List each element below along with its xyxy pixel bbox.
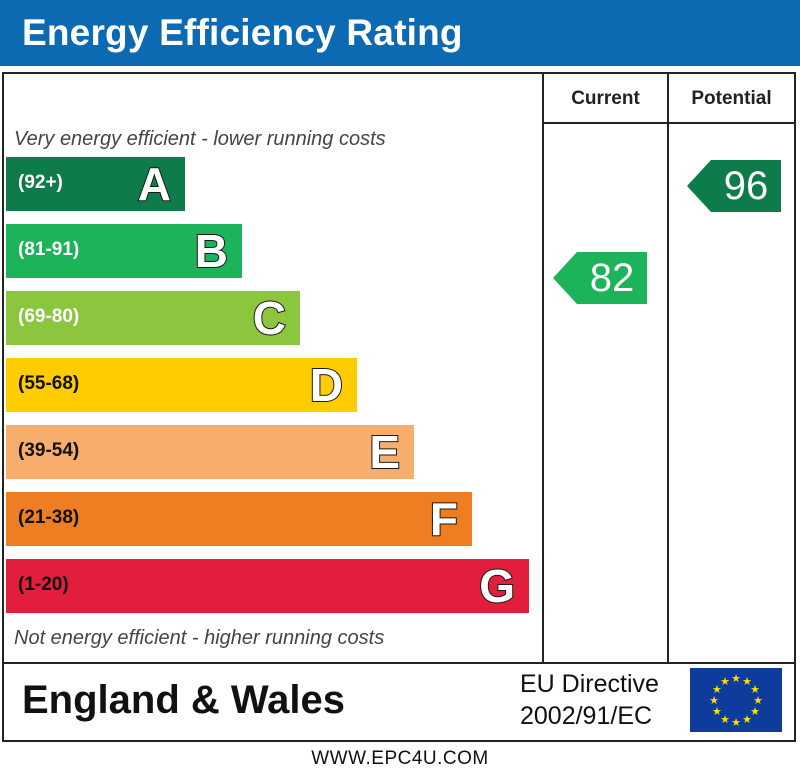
website-url: WWW.EPC4U.COM — [311, 748, 489, 769]
eu-star: ★ — [712, 684, 722, 696]
band-b-letter: B — [194, 224, 229, 278]
eu-star: ★ — [753, 695, 763, 707]
eu-star: ★ — [712, 706, 722, 718]
current-rating-arrow: 82 — [553, 252, 647, 304]
band-b: (81-91) B — [6, 224, 242, 278]
title-bar: Energy Efficiency Rating — [0, 0, 800, 66]
eu-star: ★ — [731, 673, 741, 685]
band-a-letter: A — [137, 157, 172, 211]
band-d-letter: D — [309, 358, 344, 412]
eu-directive-number: 2002/91/EC — [520, 702, 653, 730]
eu-star: ★ — [720, 676, 730, 688]
eu-flag-icon: ★ ★ ★ ★ ★ ★ ★ ★ ★ ★ ★ ★ — [690, 668, 782, 732]
band-c: (69-80) C — [6, 291, 300, 345]
eu-star: ★ — [750, 706, 760, 718]
band-f-letter: F — [429, 492, 459, 546]
eu-star: ★ — [750, 684, 760, 696]
scale-top-note: Very energy efficient - lower running co… — [14, 128, 386, 150]
band-e: (39-54) E — [6, 425, 414, 479]
country-label: England & Wales — [22, 678, 346, 722]
potential-rating-value: 96 — [711, 160, 781, 212]
band-d: (55-68) D — [6, 358, 357, 412]
eu-star: ★ — [742, 676, 752, 688]
current-rating-value: 82 — [577, 252, 647, 304]
band-e-letter: E — [368, 425, 401, 479]
eu-star: ★ — [742, 714, 752, 726]
eu-star: ★ — [709, 695, 719, 707]
potential-rating-arrow-tip — [687, 160, 711, 212]
band-b-range: (81-91) — [18, 239, 80, 260]
column-header-potential: Potential — [691, 88, 772, 109]
band-f-range: (21-38) — [18, 507, 80, 528]
column-header-current: Current — [571, 88, 640, 109]
band-g-letter: G — [478, 559, 516, 613]
header-divider — [542, 122, 796, 124]
eu-star: ★ — [720, 714, 730, 726]
band-f: (21-38) F — [6, 492, 472, 546]
footer-divider — [2, 662, 796, 664]
band-d-range: (55-68) — [18, 373, 80, 394]
chart-frame — [2, 72, 796, 742]
current-rating-arrow-tip — [553, 252, 577, 304]
band-c-letter: C — [252, 291, 287, 345]
scale-bottom-note: Not energy efficient - higher running co… — [14, 627, 385, 649]
band-a: (92+) A — [6, 157, 185, 211]
eu-directive-label: EU Directive — [520, 670, 659, 698]
band-e-range: (39-54) — [18, 440, 80, 461]
band-a-range: (92+) — [18, 172, 63, 193]
band-g-range: (1-20) — [18, 574, 69, 595]
column-divider-current — [542, 74, 544, 664]
band-c-range: (69-80) — [18, 306, 80, 327]
band-g: (1-20) G — [6, 559, 529, 613]
eu-star: ★ — [731, 717, 741, 729]
column-divider-potential — [667, 74, 669, 664]
chart-title: Energy Efficiency Rating — [22, 12, 463, 53]
eu-stars: ★★★★★★★★★ ★ ★★ — [709, 673, 763, 729]
potential-rating-arrow: 96 — [687, 160, 781, 212]
